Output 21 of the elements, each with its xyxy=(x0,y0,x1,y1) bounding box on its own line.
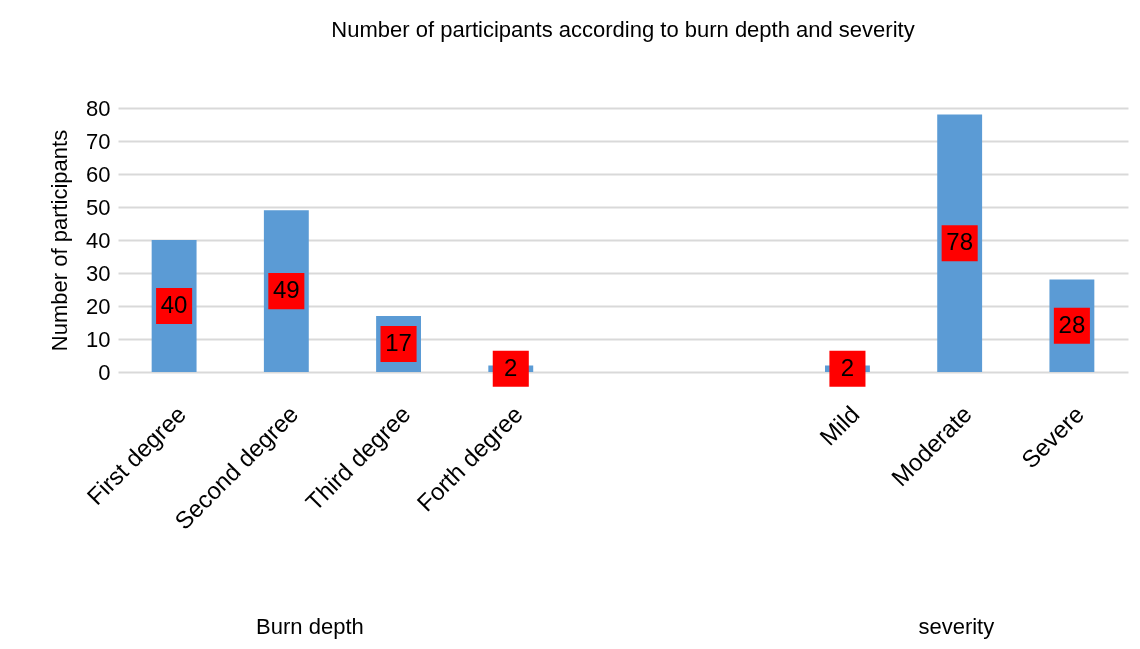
data-label: 40 xyxy=(160,291,188,318)
y-tick-label: 10 xyxy=(86,326,111,352)
y-tick-label: 50 xyxy=(86,194,111,220)
chart-title: Number of participants according to burn depth and severity xyxy=(331,17,915,42)
data-label: 28 xyxy=(1058,310,1086,338)
data-label: 2 xyxy=(840,353,855,381)
bar xyxy=(937,114,983,372)
data-label: 49 xyxy=(272,276,300,304)
y-tick-label: 70 xyxy=(86,128,111,154)
y-tick-label: 20 xyxy=(86,293,111,319)
data-label: 17 xyxy=(385,328,412,356)
data-label: 78 xyxy=(946,228,974,256)
text: Burn depth xyxy=(256,614,364,639)
y-tick-label: 80 xyxy=(86,95,111,121)
y-tick-label: 40 xyxy=(86,227,111,253)
data-label: 2 xyxy=(504,353,518,381)
y-axis-title: Number of participants xyxy=(47,129,73,352)
y-tick-label: 60 xyxy=(86,161,111,187)
text: severity xyxy=(918,614,995,639)
y-tick-label: 30 xyxy=(86,260,111,286)
y-tick-label: 0 xyxy=(98,359,111,385)
